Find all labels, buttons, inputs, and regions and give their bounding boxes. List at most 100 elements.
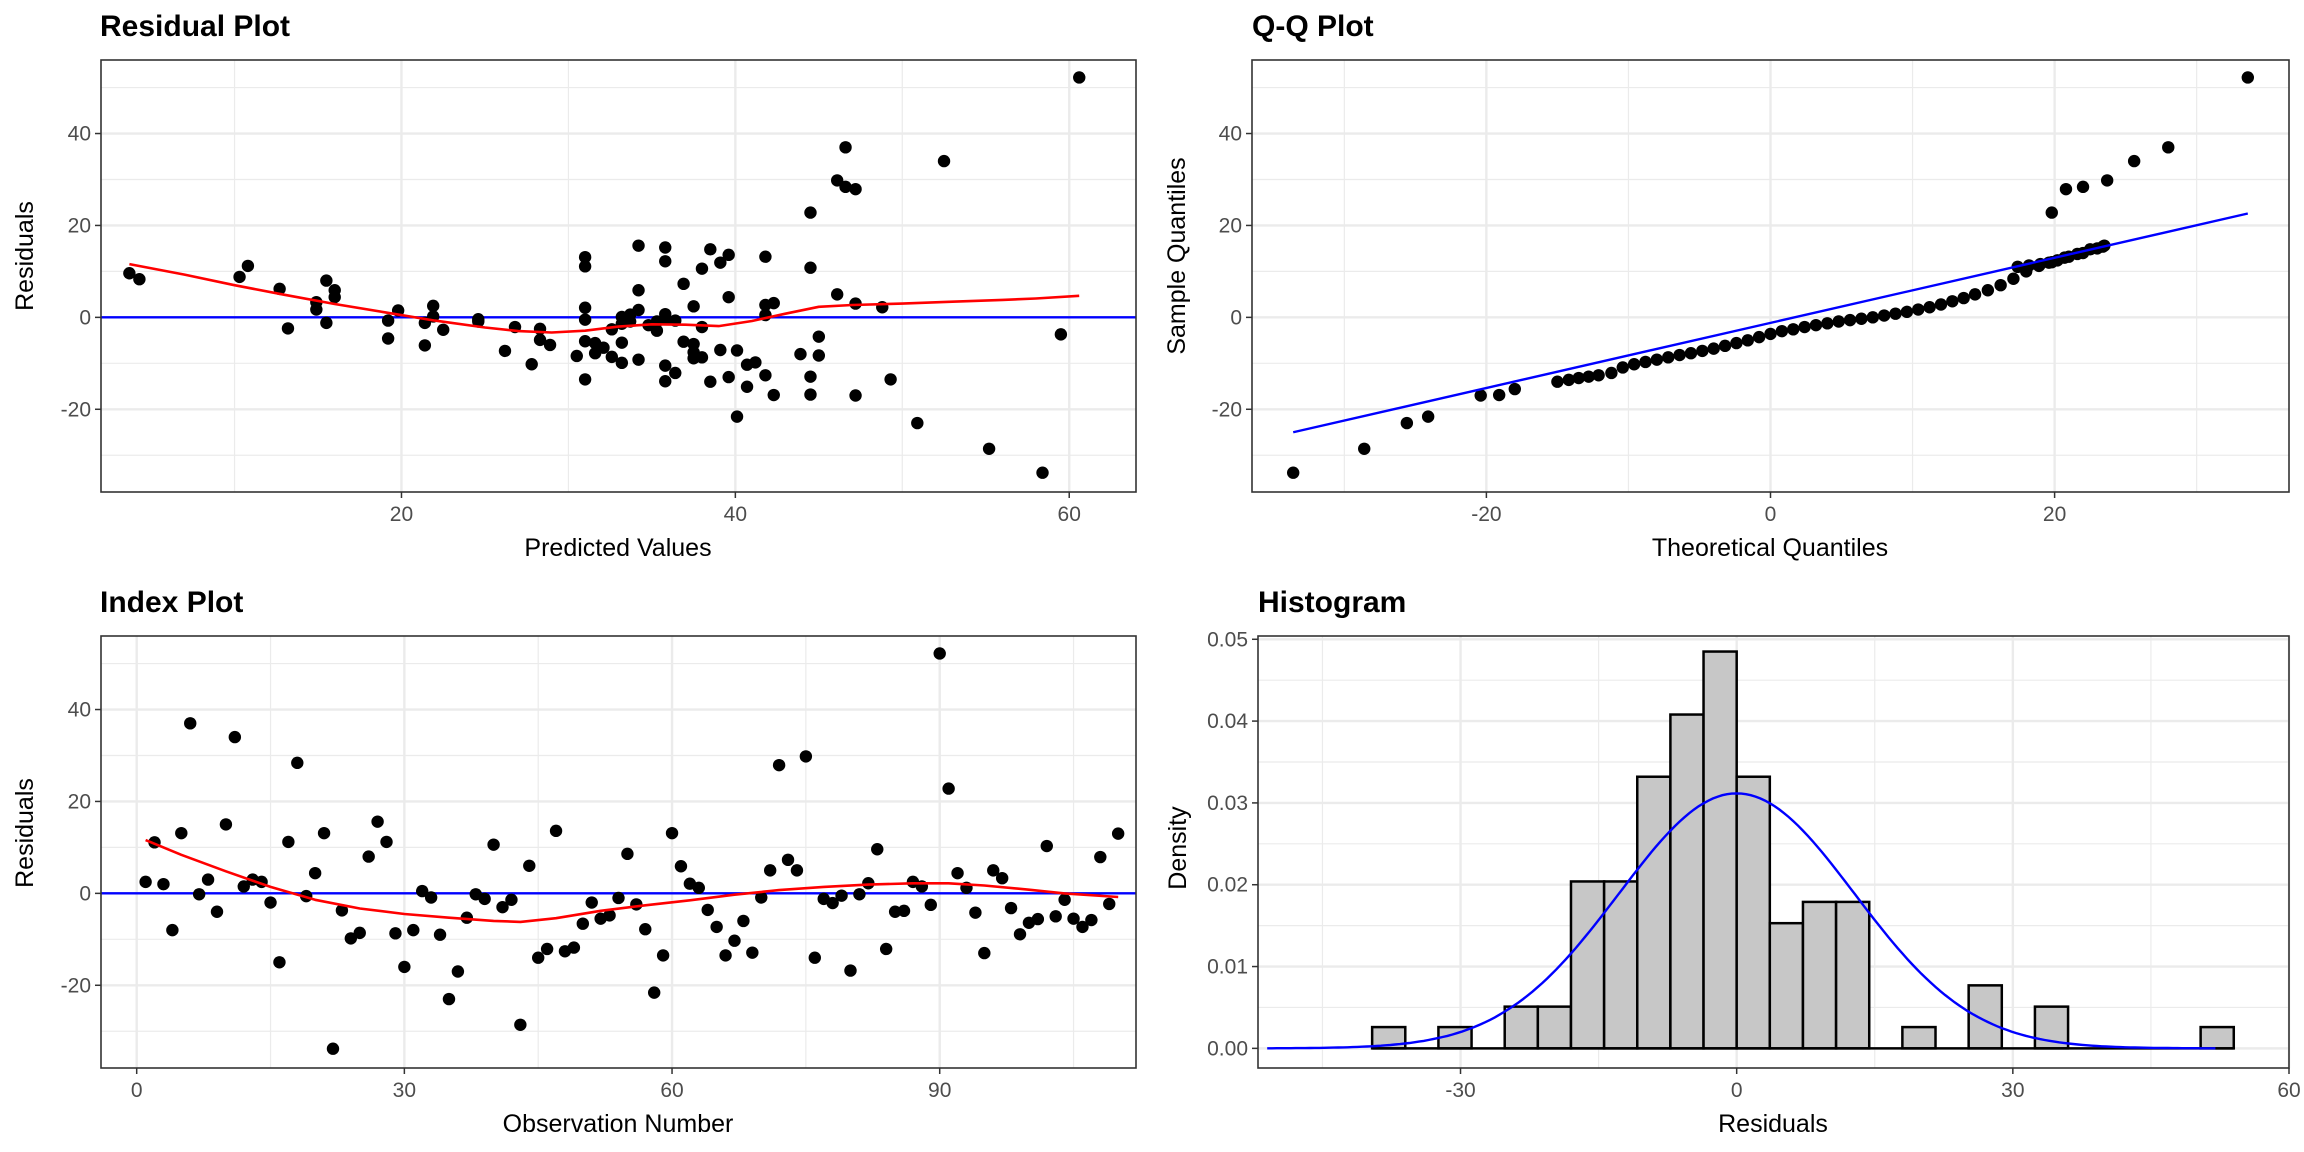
- data-point: [1031, 912, 1045, 926]
- histogram-bar: [1669, 713, 1705, 1050]
- data-point: [1551, 375, 1564, 388]
- data-point: [578, 373, 592, 386]
- data-point: [888, 905, 902, 918]
- data-point: [424, 891, 438, 904]
- data-point: [763, 864, 777, 877]
- data-point: [192, 888, 206, 901]
- data-point: [353, 926, 366, 940]
- data-point: [749, 356, 762, 369]
- data-point: [978, 946, 991, 960]
- data-point: [1934, 298, 1948, 311]
- data-point: [659, 241, 672, 254]
- panel-border: [100, 635, 1137, 1069]
- data-point: [2162, 141, 2175, 154]
- data-point: [804, 261, 817, 274]
- data-point: [362, 850, 375, 863]
- data-point: [1049, 910, 1062, 923]
- data-point: [812, 349, 826, 362]
- data-point: [659, 359, 672, 372]
- data-point: [1981, 284, 1995, 297]
- x-tick-label: 30: [2001, 1079, 2024, 1102]
- data-point: [201, 873, 215, 886]
- data-point: [630, 898, 643, 911]
- y-tick-label: 0: [79, 306, 91, 329]
- panel-border: [100, 59, 1137, 493]
- data-point: [320, 316, 333, 330]
- panel-index-plot: Index Plot Observation Number Residuals: [11, 586, 733, 1138]
- qq-plot-xlabel: Theoretical Quantiles: [1652, 534, 1888, 562]
- x-tick-label: 0: [1731, 1079, 1743, 1102]
- data-point: [1968, 288, 1982, 301]
- data-point: [730, 344, 744, 357]
- index-plot-ylabel: Residuals: [11, 778, 39, 888]
- data-point: [237, 880, 250, 893]
- y-tick-label: 20: [68, 790, 91, 813]
- data-point: [1889, 307, 1902, 320]
- data-point: [139, 875, 152, 889]
- data-point: [1787, 323, 1800, 336]
- data-point: [937, 154, 951, 168]
- residual-plot-xlabel: Predicted Values: [524, 534, 711, 562]
- data-point: [1013, 928, 1027, 941]
- data-point: [1855, 312, 1868, 325]
- data-point: [704, 375, 717, 388]
- data-point: [1058, 893, 1071, 906]
- data-point: [884, 373, 897, 386]
- data-point: [1752, 330, 1766, 344]
- data-point: [578, 313, 592, 326]
- data-point: [1994, 278, 2007, 292]
- panel-qq-plot: Q-Q Plot Theoretical Quantiles Sample Qu…: [1163, 10, 1888, 562]
- y-tick-label: 0: [1230, 306, 1242, 329]
- data-point: [804, 388, 817, 401]
- residual-plot-ylabel: Residuals: [11, 201, 39, 311]
- data-point: [2100, 174, 2114, 187]
- data-point: [418, 339, 432, 352]
- data-point: [987, 864, 1000, 877]
- data-point: [669, 366, 682, 380]
- data-point: [704, 243, 717, 256]
- data-point: [1707, 342, 1720, 355]
- data-point: [722, 370, 735, 384]
- data-point: [969, 906, 982, 919]
- data-point: [308, 866, 322, 880]
- y-tick-label: 0.00: [1207, 1037, 1248, 1060]
- data-point: [1040, 839, 1053, 853]
- y-tick-label: -20: [61, 398, 91, 421]
- data-point: [570, 349, 583, 363]
- data-point: [1627, 358, 1641, 371]
- data-point: [1957, 291, 1970, 305]
- data-point: [166, 923, 179, 937]
- data-point: [849, 389, 862, 402]
- data-point: [1572, 371, 1585, 385]
- data-point: [398, 960, 411, 974]
- data-point: [433, 928, 447, 941]
- data-point: [2007, 272, 2020, 285]
- data-point: [835, 889, 848, 902]
- data-point: [659, 307, 672, 321]
- data-point: [1639, 355, 1652, 369]
- data-point: [326, 1042, 340, 1055]
- data-point: [804, 370, 817, 383]
- data-point: [794, 347, 807, 361]
- data-point: [1111, 827, 1125, 840]
- data-point: [844, 964, 857, 977]
- data-point: [615, 356, 629, 370]
- data-point: [839, 141, 852, 154]
- data-point: [498, 344, 512, 358]
- histogram-bar: [2199, 1025, 2236, 1050]
- data-point: [1662, 351, 1675, 364]
- data-point: [1605, 366, 1618, 380]
- data-point: [578, 260, 592, 273]
- data-point: [1923, 301, 1936, 314]
- data-point: [830, 174, 844, 187]
- data-point: [576, 917, 590, 930]
- y-tick-label: 40: [68, 123, 91, 146]
- data-point: [701, 903, 714, 917]
- data-point: [533, 333, 547, 347]
- data-point: [632, 284, 645, 297]
- data-point: [746, 946, 759, 959]
- data-point: [692, 881, 706, 895]
- qq-plot-area: -20 0 20 -20 0 20 40: [1212, 59, 2290, 526]
- histogram-bar: [1801, 900, 1838, 1050]
- index-plot-area: 0 30 60 90 -20 0 20 40: [61, 635, 1137, 1102]
